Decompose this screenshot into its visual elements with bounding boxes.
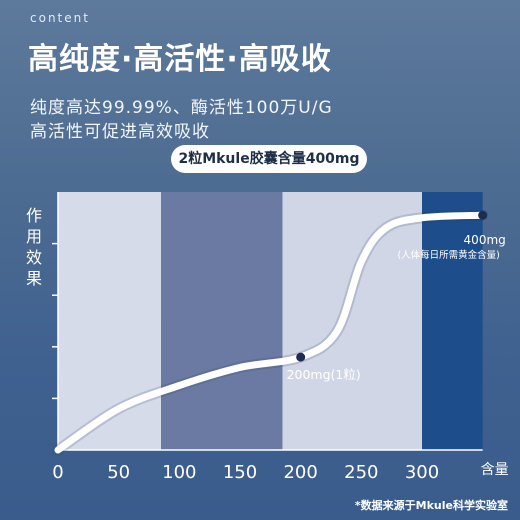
chart-band [422, 192, 483, 450]
effect-curve-line [54, 211, 487, 454]
chart-band [282, 192, 422, 450]
annotations: 200mg(1粒) 400mg (人体每日所需黄金含量) [287, 210, 506, 382]
eyebrow-label: content [30, 11, 90, 25]
description-line-2: 高活性可促进高效吸收 [30, 122, 210, 142]
data-point-marker [296, 352, 306, 362]
data-point-marker [478, 210, 488, 220]
x-tick-label: 0 [52, 462, 63, 483]
x-tick-label: 250 [344, 462, 378, 483]
annotation-sublabel: (人体每日所需黄金含量) [397, 249, 499, 261]
x-tick-label: 200 [283, 462, 317, 483]
chart-band [161, 192, 283, 450]
background-bands [58, 192, 483, 450]
axes [52, 192, 483, 451]
x-tick-label: 300 [405, 462, 439, 483]
headline: 高纯度·高活性·高吸收 [28, 42, 332, 77]
x-tick-label: 100 [162, 462, 196, 483]
description-line-1: 纯度高达99.99%、酶活性100万U/G [30, 98, 333, 118]
y-axis-label: 作用效果 [25, 206, 42, 288]
annotation-label: 200mg(1粒) [287, 367, 361, 382]
chart-band [58, 192, 162, 450]
footnote: *数据来源于Mkule科学实验室 [354, 499, 508, 512]
effect-curve [52, 209, 489, 456]
dosage-badge: 2粒Mkule胶囊含量400mg [171, 145, 367, 173]
x-tick-labels: 0 50 100 150 200 250 300 含量 [52, 462, 508, 483]
x-tick-label: 150 [223, 462, 257, 483]
x-axis-label: 含量 [481, 462, 509, 478]
annotation-label: 400mg [464, 233, 506, 247]
x-tick-label: 50 [107, 462, 130, 483]
